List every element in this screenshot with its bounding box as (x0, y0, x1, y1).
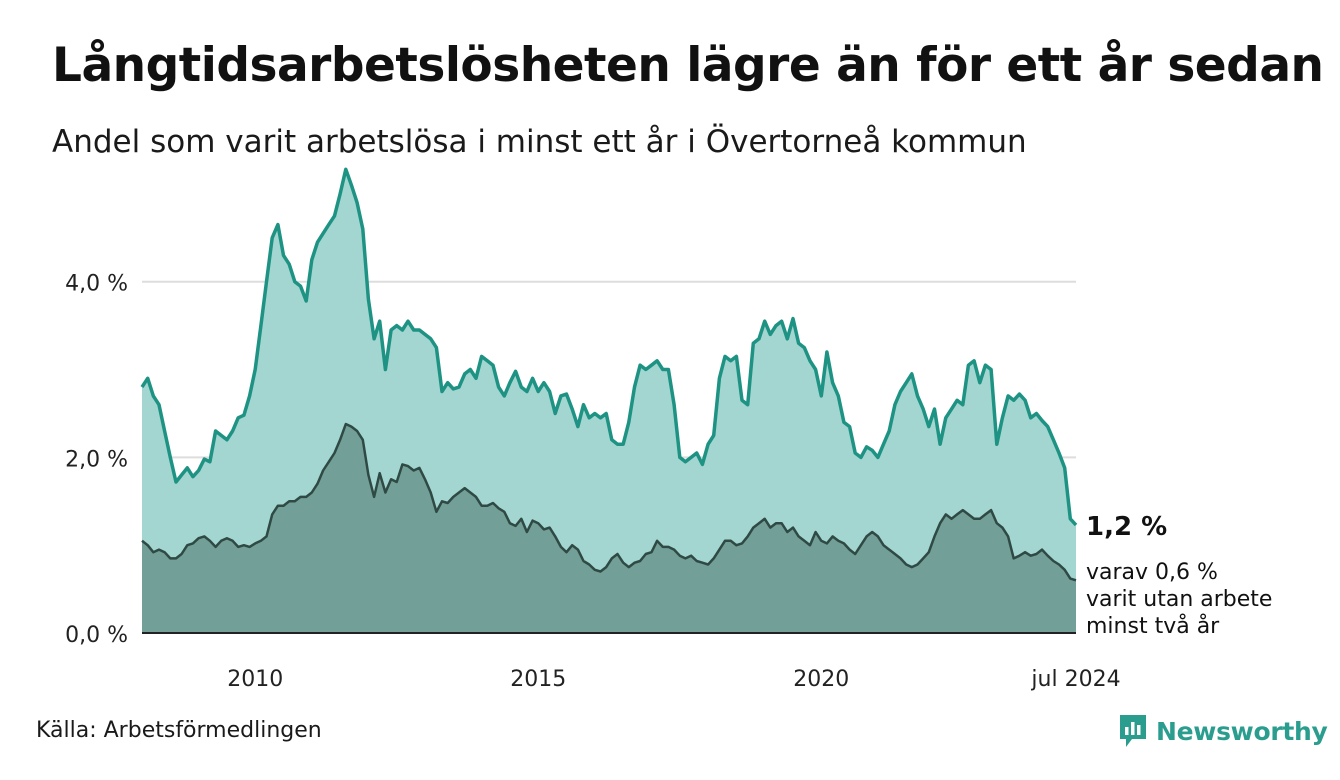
brand-logo: Newsworthy (1118, 713, 1328, 749)
x-tick-label-0: 2010 (227, 667, 283, 692)
y-tick-label-1: 2,0 % (65, 447, 128, 472)
newsworthy-logo-icon (1120, 715, 1146, 747)
x-tick-label-1: 2015 (510, 667, 566, 692)
line-long-term-2yr (141, 422, 1077, 582)
line-long-term-1yr (140, 167, 1078, 527)
end-label-2yr-line-1: varit utan arbete (1086, 587, 1272, 612)
labels: 0,0 % 2,0 % 4,0 % 2010 2015 2020 jul 2024 1,2 %… (65, 272, 1272, 692)
end-label-total: 1,2 % (1086, 512, 1167, 542)
x-tick-label-3: jul 2024 (1030, 667, 1120, 692)
series-areas (140, 167, 1078, 634)
source-note: Källa: Arbetsförmedlingen (36, 718, 322, 743)
end-label-2yr-line-0: varav 0,6 % (1086, 560, 1218, 585)
area-chart: 0,0 % 2,0 % 4,0 % 2010 2015 2020 jul 2024 1,2 %… (65, 167, 1272, 692)
y-tick-label-0: 0,0 % (65, 623, 128, 648)
x-tick-label-2: 2020 (793, 667, 849, 692)
end-label-2yr-line-2: minst två år (1086, 613, 1220, 639)
chart-title: Långtidsarbetslösheten lägre än för ett … (52, 38, 1324, 93)
y-tick-label-2: 4,0 % (65, 272, 128, 297)
area-long-term-2yr (142, 424, 1076, 633)
brand-name: Newsworthy (1156, 716, 1328, 746)
chart-subtitle: Andel som varit arbetslösa i minst ett å… (52, 124, 1027, 160)
